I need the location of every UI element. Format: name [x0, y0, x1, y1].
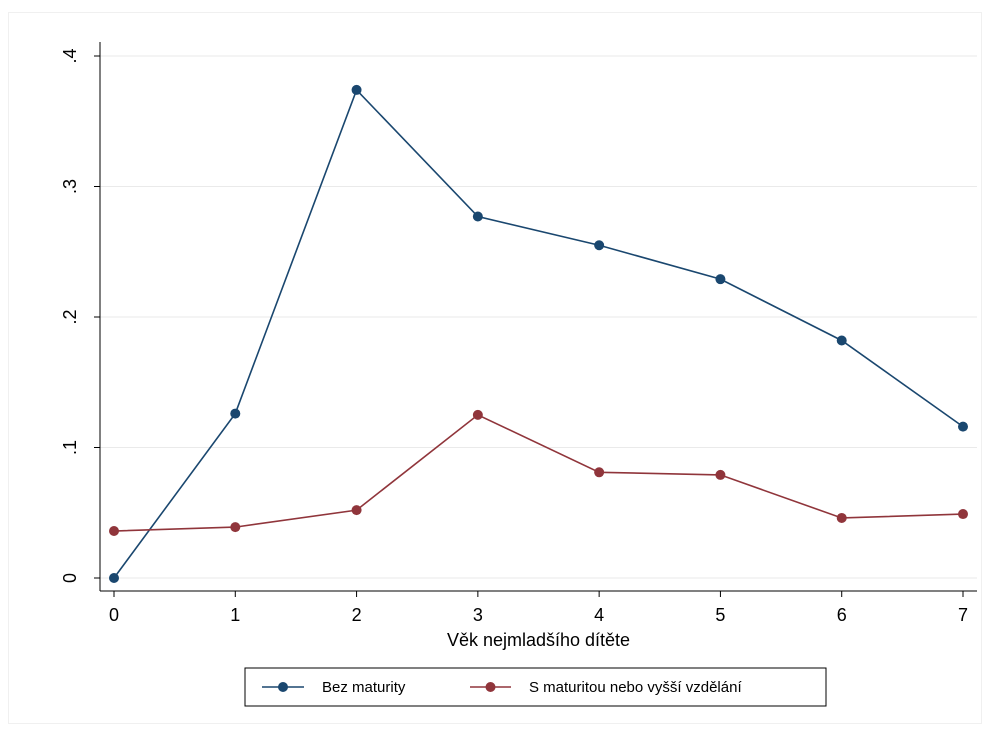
data-point	[109, 573, 119, 583]
x-tick-label: 6	[837, 605, 847, 625]
legend: Bez maturity S maturitou nebo vyšší vzděl…	[244, 667, 827, 707]
x-tick-label: 1	[230, 605, 240, 625]
data-point	[958, 509, 968, 520]
data-point	[836, 335, 847, 346]
series-1	[109, 84, 968, 583]
data-point	[230, 522, 241, 533]
y-tick-label: .4	[60, 48, 80, 63]
x-axis-title: Věk nejmladšího dítěte	[447, 630, 630, 650]
y-axis-ticks: 0 .1 .2 .3 .4	[60, 48, 100, 583]
data-point	[351, 505, 362, 516]
x-tick-label: 4	[594, 605, 604, 625]
y-tick-label: .3	[60, 179, 80, 194]
x-axis-ticks: 0 1 2 3 4 5 6 7	[109, 591, 968, 625]
data-point	[594, 240, 605, 251]
legend-swatch-marker	[278, 682, 288, 692]
data-point	[715, 274, 726, 285]
x-tick-label: 2	[352, 605, 362, 625]
y-tick-label: 0	[60, 573, 80, 583]
legend-label: Bez maturity	[322, 679, 406, 696]
series-line	[113, 88, 964, 579]
x-tick-label: 0	[109, 605, 119, 625]
legend-box	[244, 667, 827, 707]
x-tick-label: 3	[473, 605, 483, 625]
data-point	[472, 409, 483, 420]
data-point	[351, 84, 362, 95]
legend-item: S maturitou nebo vyšší vzdělání	[470, 679, 742, 696]
data-point	[230, 408, 241, 419]
legend-label: S maturitou nebo vyšší vzdělání	[529, 679, 742, 696]
series-2	[109, 409, 968, 537]
data-point	[594, 467, 605, 478]
x-tick-label: 7	[958, 605, 968, 625]
legend-item: Bez maturity	[262, 679, 406, 696]
data-point	[715, 469, 726, 480]
y-tick-label: .2	[60, 309, 80, 324]
x-tick-label: 5	[715, 605, 725, 625]
series-layer	[109, 84, 968, 583]
y-tick-label: .1	[60, 440, 80, 455]
data-point	[109, 526, 119, 537]
data-point	[836, 512, 847, 523]
legend-swatch-marker	[485, 682, 496, 692]
series-line	[113, 413, 964, 532]
gridlines	[100, 55, 977, 579]
data-point	[958, 421, 968, 432]
data-point	[472, 211, 483, 222]
chart-frame	[8, 12, 982, 724]
